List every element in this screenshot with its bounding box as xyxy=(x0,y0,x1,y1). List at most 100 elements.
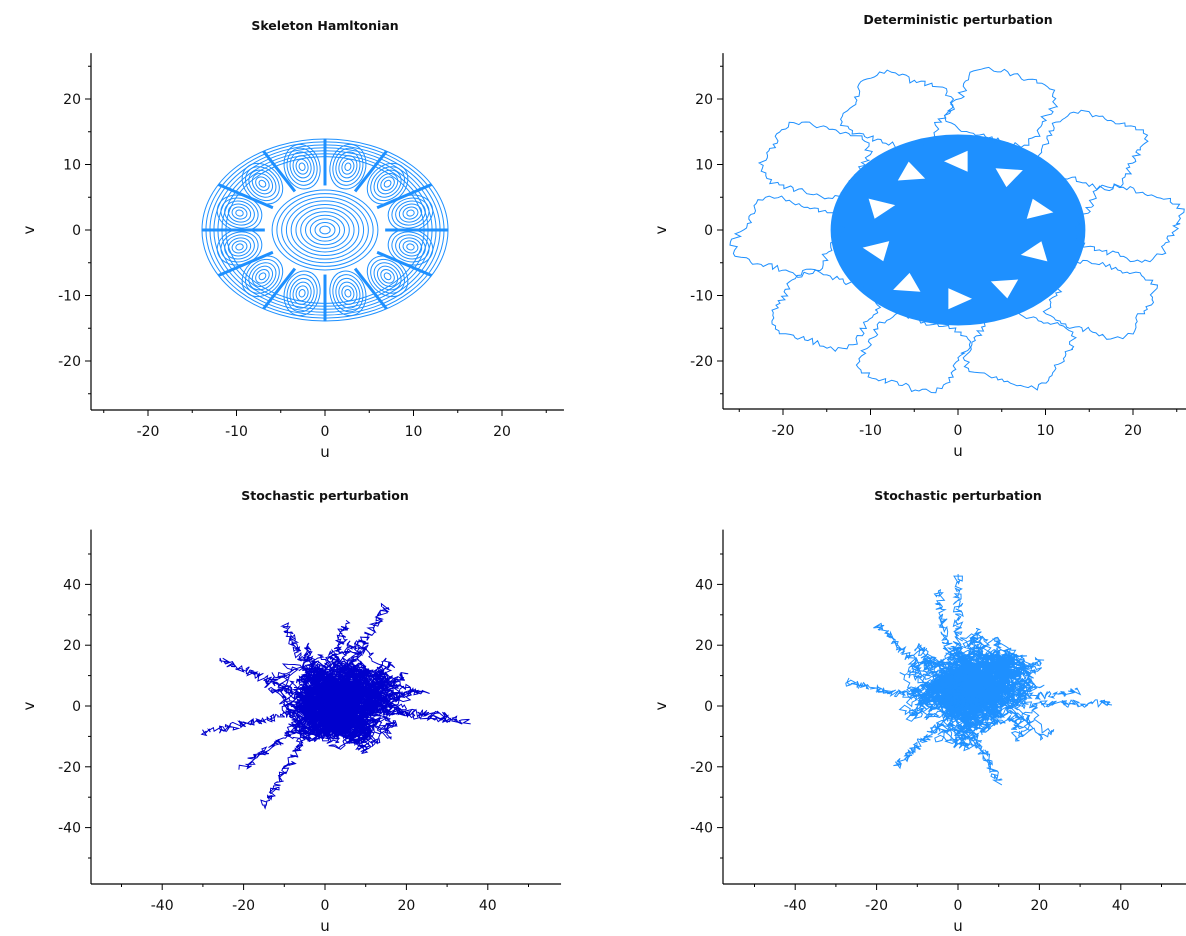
y-tick-label: 10 xyxy=(695,158,713,174)
island-orbit xyxy=(220,197,259,229)
separatrix xyxy=(262,150,297,193)
separatrix xyxy=(217,250,274,277)
series-trajectory xyxy=(729,66,1185,394)
y-tick-label: 0 xyxy=(72,223,81,239)
island-orbit xyxy=(248,262,277,291)
separatrix xyxy=(217,183,274,210)
island-orbit xyxy=(376,265,399,287)
island-hole xyxy=(948,288,972,310)
orbit-curve xyxy=(281,196,369,264)
y-tick-label: 0 xyxy=(72,699,81,715)
orbit-curve xyxy=(309,218,341,242)
island-hole xyxy=(862,241,890,262)
lobe-strand xyxy=(862,286,865,288)
island-orbit xyxy=(373,169,402,198)
y-tick-label: -20 xyxy=(58,760,81,776)
lobe-orbit xyxy=(839,69,955,151)
walk-excursion xyxy=(322,688,430,709)
lobe-orbit xyxy=(757,121,873,200)
x-axis-label: u xyxy=(953,442,963,460)
orbit-curve xyxy=(290,203,360,257)
island-orbit xyxy=(298,289,306,298)
island-orbit xyxy=(376,173,399,195)
x-tick-label: -20 xyxy=(232,898,255,914)
lobe-orbit xyxy=(944,66,1059,149)
walk-excursion xyxy=(200,703,329,737)
island-orbit xyxy=(370,166,405,202)
island-hole xyxy=(944,150,968,172)
island-orbit xyxy=(335,277,361,309)
island-orbit xyxy=(258,179,267,188)
island-orbit xyxy=(344,289,352,298)
x-tick-label: -20 xyxy=(772,423,795,439)
island-orbit xyxy=(380,176,395,191)
lobe-orbit xyxy=(1036,109,1149,192)
island-orbit xyxy=(338,281,358,305)
island-orbit xyxy=(286,274,318,313)
panel-deterministic-perturbation: Deterministic perturbation -20 -10 0 10 20 -2… xyxy=(652,12,1186,460)
island-orbit xyxy=(402,206,419,220)
island-orbit xyxy=(255,176,270,191)
lobe-strand xyxy=(1058,278,1061,281)
walk-excursion xyxy=(324,702,471,725)
island-orbit xyxy=(335,151,361,183)
island-orbit xyxy=(366,255,409,298)
x-tick-label: -20 xyxy=(137,424,160,440)
lobe-orbit xyxy=(1042,259,1159,340)
walk-trace xyxy=(263,640,416,751)
lobe-orbit xyxy=(771,268,884,352)
island-orbit xyxy=(338,155,358,179)
walk-excursion xyxy=(873,622,960,707)
island-orbit xyxy=(398,203,423,223)
walk-excursion xyxy=(956,699,1113,710)
walk-excursion xyxy=(322,602,390,707)
island-orbit xyxy=(295,285,309,302)
island-orbit xyxy=(395,200,426,226)
island-orbit xyxy=(235,209,244,217)
orbit-curve xyxy=(314,221,336,239)
island-orbit xyxy=(344,162,352,171)
walk-excursion xyxy=(303,642,330,708)
separatrix xyxy=(262,267,297,310)
orbit-curve xyxy=(271,189,379,271)
island-orbit xyxy=(224,200,255,226)
orbit-curve xyxy=(319,225,331,235)
x-tick-label: 40 xyxy=(1112,898,1130,914)
island-orbit xyxy=(255,269,270,284)
island-orbit xyxy=(286,147,318,186)
chaotic-sea xyxy=(830,134,1086,326)
x-tick-label: 10 xyxy=(1037,423,1055,439)
island-orbit xyxy=(332,147,364,186)
island-hole xyxy=(897,161,926,181)
island-hole xyxy=(893,272,921,292)
orbit-curve xyxy=(300,211,350,249)
walk-excursion xyxy=(954,656,1045,709)
y-tick-label: 0 xyxy=(704,699,713,715)
island-orbit xyxy=(241,162,284,205)
lobe-strand xyxy=(1051,172,1054,174)
island-orbit xyxy=(391,231,430,263)
y-tick-label: -40 xyxy=(58,821,81,837)
y-tick-label: -20 xyxy=(690,354,713,370)
y-axis-label: v xyxy=(20,701,38,710)
y-tick-label: 40 xyxy=(63,577,81,593)
island-hole xyxy=(868,198,896,219)
walk-trace xyxy=(898,632,1055,752)
y-tick-label: -10 xyxy=(58,289,81,305)
island-orbit xyxy=(220,231,259,263)
island-orbit xyxy=(251,265,274,287)
island-orbit xyxy=(373,262,402,291)
walk-excursion xyxy=(219,657,329,708)
y-axis-label: v xyxy=(652,701,670,710)
series-trajectory xyxy=(201,138,449,322)
panel-title: Stochastic perturbation xyxy=(241,488,409,503)
x-tick-label: 20 xyxy=(1124,423,1142,439)
walk-excursion xyxy=(954,704,1003,786)
lobe-orbit xyxy=(855,312,972,394)
island-orbit xyxy=(289,277,315,309)
y-tick-label: 0 xyxy=(704,223,713,239)
x-tick-label: 0 xyxy=(321,424,330,440)
separatrix xyxy=(353,267,388,310)
x-axis-label: u xyxy=(953,917,963,935)
